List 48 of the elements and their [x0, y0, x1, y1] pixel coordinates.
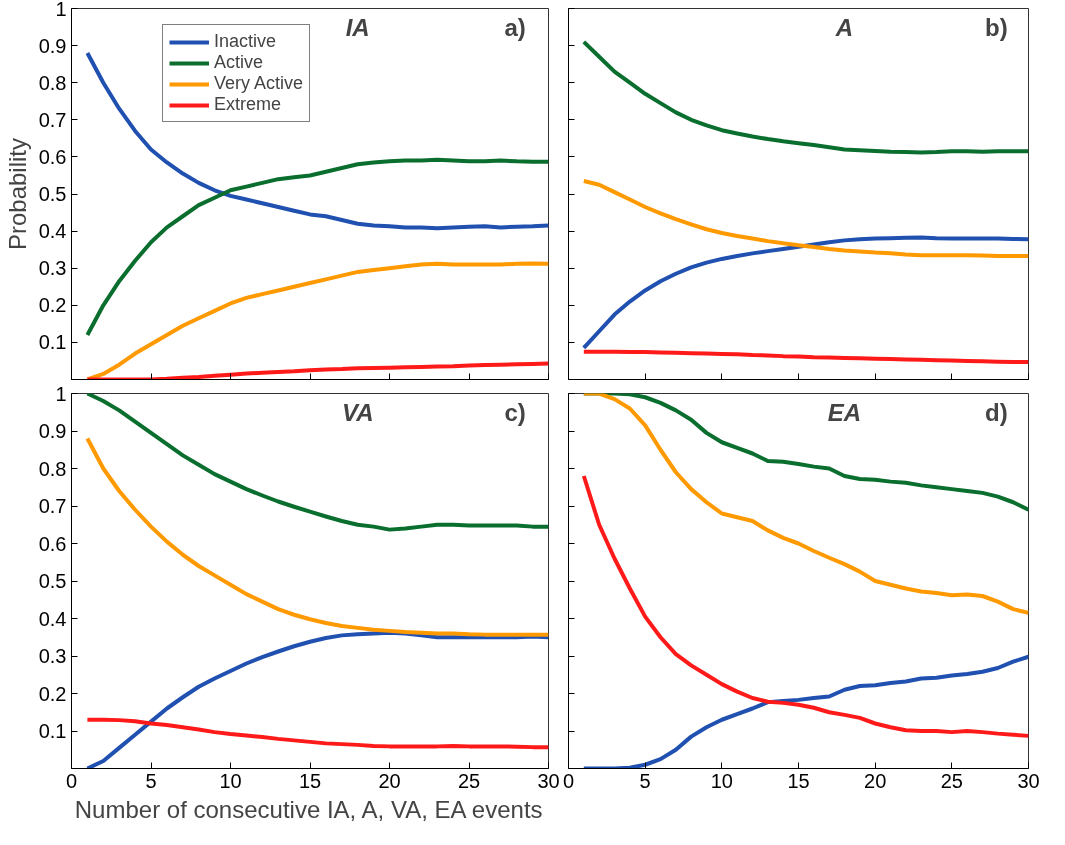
y-tick-label: 0.2	[38, 294, 67, 317]
annotation: a)	[504, 13, 526, 41]
y-axis-title: Probability	[3, 137, 31, 251]
y-tick-label: 0.8	[38, 457, 67, 480]
y-tick-label: 0.7	[38, 495, 67, 517]
x-tick-label: 0	[65, 769, 78, 792]
y-tick-label: 0.8	[38, 71, 67, 94]
x-axis-title: Number of consecutive IA, A, VA, EA events	[74, 795, 543, 823]
y-tick-label: 0.5	[38, 183, 67, 205]
y-tick-label: 0.9	[38, 34, 67, 57]
x-tick-label: 25	[457, 769, 481, 792]
annotation: c)	[504, 398, 526, 426]
x-tick-label: 5	[145, 769, 157, 792]
y-tick-label: 1	[55, 382, 67, 405]
x-tick-label: 25	[940, 769, 963, 792]
x-tick-label: 15	[787, 769, 810, 792]
annotation: IA	[345, 13, 370, 41]
y-tick-label: 0.1	[38, 720, 67, 742]
annotation: b)	[984, 13, 1008, 41]
legend-label: Inactive	[214, 31, 277, 52]
annotation: A	[834, 13, 854, 41]
y-tick-label: 0.3	[38, 257, 67, 280]
y-tick-label: 0.3	[38, 645, 67, 667]
x-tick-label: 10	[219, 769, 242, 792]
x-tick-label: 5	[639, 769, 651, 792]
y-tick-label: 0.2	[38, 682, 67, 705]
x-tick-label: 30	[1017, 769, 1040, 792]
y-tick-label: 0.4	[38, 607, 67, 630]
y-tick-label: 0.1	[38, 331, 67, 354]
x-tick-label: 15	[298, 769, 322, 792]
legend-label: Active	[214, 52, 264, 73]
legend-label: Extreme	[214, 94, 282, 115]
annotation: VA	[341, 398, 374, 426]
y-tick-label: 0.4	[38, 220, 67, 243]
y-tick-label: 0.5	[38, 570, 67, 592]
y-tick-label: 0.6	[38, 145, 67, 168]
y-tick-label: 0.7	[38, 108, 67, 131]
x-tick-label: 0	[562, 769, 575, 792]
annotation: EA	[827, 398, 862, 426]
x-tick-label: 20	[378, 769, 401, 792]
x-tick-label: 30	[537, 769, 560, 792]
annotation: d)	[984, 398, 1008, 426]
y-tick-label: 0.6	[38, 532, 67, 555]
x-tick-label: 20	[864, 769, 887, 792]
x-tick-label: 10	[710, 769, 733, 792]
y-tick-label: 1	[55, 0, 67, 20]
legend-label: Very Active	[214, 73, 304, 94]
y-tick-label: 0.9	[38, 420, 67, 442]
